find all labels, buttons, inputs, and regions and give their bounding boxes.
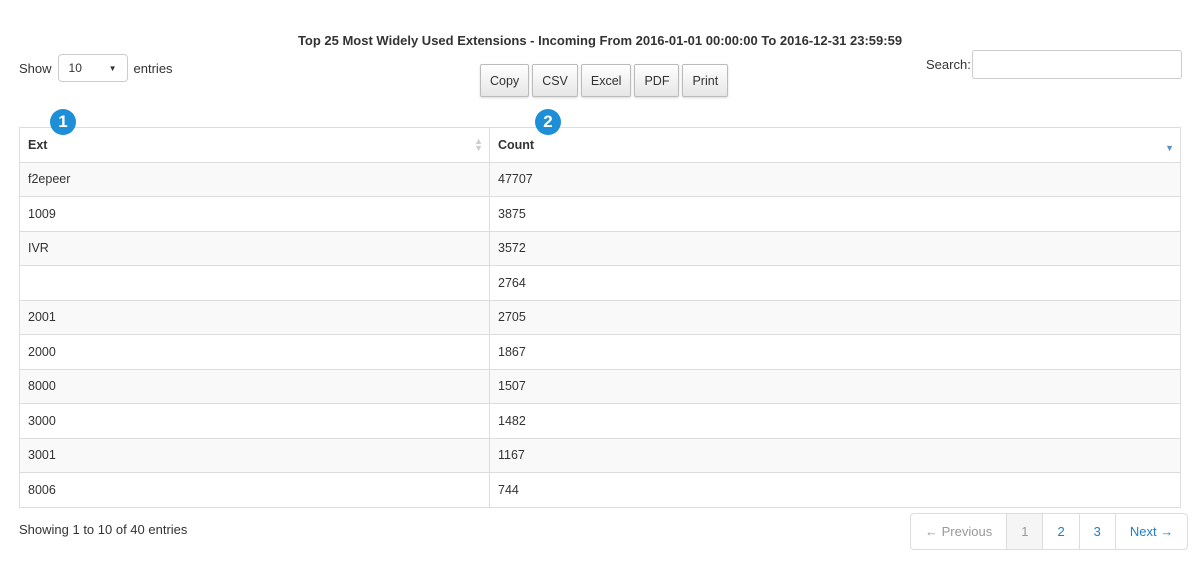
count-cell: 47707 [489,161,1181,197]
count-cell: 3572 [489,230,1181,266]
length-control: Show 10 ▼ entries [19,54,173,82]
table-row: 3001 1167 [19,437,1181,473]
annotation-badge-1: 1 [50,109,76,135]
chevron-down-icon: ▼ [108,63,117,73]
column-header-ext[interactable]: Ext ▲ ▼ [19,127,490,163]
header-label: Count [498,137,535,152]
page-1-button[interactable]: 1 [1006,514,1043,549]
page-2-button[interactable]: 2 [1042,514,1078,549]
search-input[interactable] [971,50,1182,79]
previous-button[interactable]: ← Previous [925,524,993,539]
search-label: Search: [926,57,971,72]
pagination: ← Previous 1 2 3 Next → [910,513,1189,550]
ext-cell: 3001 [19,437,490,473]
ext-cell: 2001 [19,299,490,335]
ext-cell: IVR [19,230,490,266]
table-info: Showing 1 to 10 of 40 entries [19,522,188,537]
table-row: 2001 2705 [19,299,1181,335]
ext-cell: 8006 [19,472,490,507]
entries-value: 10 [68,61,82,75]
column-header-count[interactable]: Count ▼ [489,127,1181,163]
page-3-button[interactable]: 3 [1078,514,1115,549]
extensions-table: Ext ▲ ▼ Count ▼ f2epeer 47707 1009 3875 IVR 3572… [19,127,1181,508]
entries-label: entries [133,60,173,76]
count-cell: 744 [489,472,1181,507]
annotation-badge-2: 2 [535,109,561,135]
count-cell: 2764 [489,265,1181,300]
ext-cell: f2epeer [19,161,490,197]
count-cell: 3875 [489,196,1181,231]
ext-cell: 3000 [19,403,490,438]
table-row: 8000 1507 [19,368,1181,404]
ext-cell: 2000 [19,334,490,369]
ext-cell [19,265,490,300]
search-control: Search: [926,50,1182,79]
pdf-button[interactable]: PDF [634,64,680,97]
report-title: Top 25 Most Widely Used Extensions - Inc… [297,33,903,48]
table-row: 2000 1867 [19,334,1181,369]
print-button[interactable]: Print [682,64,729,97]
csv-button[interactable]: CSV [532,64,578,97]
table-row: IVR 3572 [19,230,1181,266]
count-cell: 1867 [489,334,1181,369]
sort-both-icon: ▲ ▼ [474,136,483,153]
entries-select[interactable]: 10 ▼ [57,54,128,82]
count-cell: 1167 [489,437,1181,473]
count-cell: 1482 [489,403,1181,438]
ext-cell: 8000 [19,368,490,404]
table-row: 2764 [19,265,1181,300]
table-row: 3000 1482 [19,403,1181,438]
table-row: 8006 744 [19,472,1181,507]
table-row: 1009 3875 [19,196,1181,231]
ext-cell: 1009 [19,196,490,231]
export-buttons: Copy CSV Excel PDF Print [480,64,729,97]
table-row: f2epeer 47707 [19,161,1181,197]
copy-button[interactable]: Copy [480,64,530,97]
next-button[interactable]: Next → [1114,514,1187,549]
count-cell: 1507 [489,368,1181,404]
count-cell: 2705 [489,299,1181,335]
header-label: Ext [28,137,48,152]
show-label: Show [19,60,52,76]
excel-button[interactable]: Excel [580,64,632,97]
sort-desc-icon: ▼ [1165,143,1174,153]
